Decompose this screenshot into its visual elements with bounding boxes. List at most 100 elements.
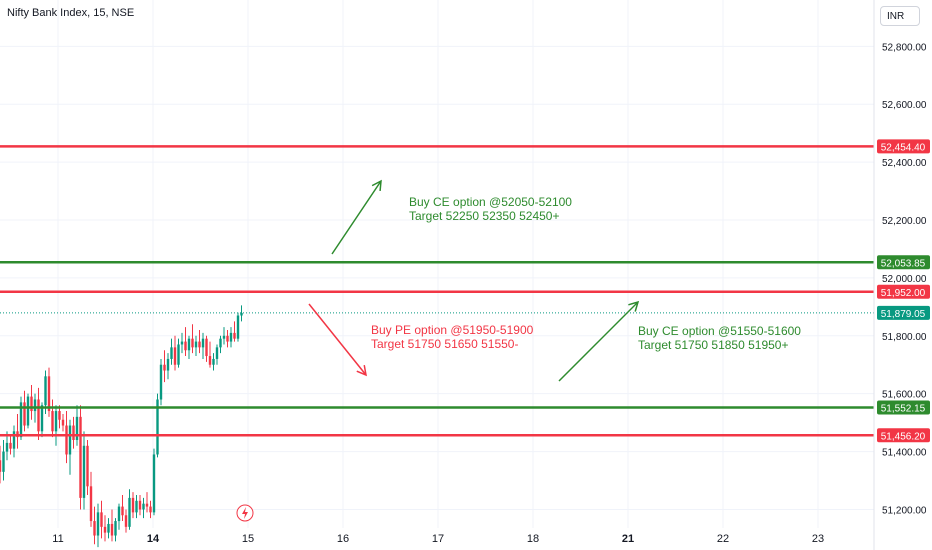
candle-body [201, 338, 205, 348]
arrow-head [371, 179, 382, 192]
y-tick-label: 51,200.00 [882, 505, 927, 516]
arrow-shaft [308, 303, 367, 376]
candle-body [226, 335, 229, 342]
candle-body [194, 341, 198, 348]
y-tick-label: 52,800.00 [882, 42, 927, 53]
level-price-tag [877, 428, 930, 443]
candle-body [30, 396, 33, 412]
candle-body [166, 358, 170, 371]
y-tick-label: 52,000.00 [882, 274, 927, 285]
candle-body [142, 503, 145, 510]
candle-body [110, 523, 114, 536]
level-price-label: 51,552.15 [881, 404, 926, 415]
level-price-tag [877, 255, 930, 270]
candle-body [229, 332, 233, 342]
candle-body [198, 341, 201, 348]
x-tick-label: 14 [147, 533, 160, 545]
candle-body [177, 344, 180, 365]
candle-body [86, 445, 89, 487]
candle-body [156, 399, 159, 455]
candle-body [208, 356, 212, 365]
candle-body [180, 341, 184, 345]
candle-body [61, 419, 65, 426]
candle-body [12, 431, 16, 449]
candle-body [233, 332, 236, 339]
y-tick-label: 52,400.00 [882, 158, 927, 169]
lightning-icon-glyph [242, 507, 248, 519]
arrow-head [356, 365, 367, 377]
candle-body [72, 425, 75, 440]
candle-body [205, 338, 208, 357]
candle-body [75, 416, 79, 440]
candle-body [222, 335, 226, 339]
x-tick-label: 18 [527, 533, 539, 545]
candle-body [47, 376, 51, 412]
candle-body [79, 416, 82, 498]
level-price-tag [877, 284, 930, 299]
annotation-text: Target 51750 51650 51550- [371, 337, 518, 351]
candle-body [135, 500, 138, 513]
candle-body [124, 515, 128, 527]
candle-body [173, 347, 177, 365]
candle-body [212, 358, 215, 365]
candle-body [236, 315, 240, 339]
candle-body [26, 396, 30, 426]
y-tick-label: 51,800.00 [882, 332, 927, 343]
y-tick-label: 52,200.00 [882, 216, 927, 227]
candle-body [117, 506, 121, 522]
x-tick-label: 21 [622, 533, 634, 545]
y-tick-label: 51,400.00 [882, 448, 927, 459]
candle-body [9, 442, 12, 449]
x-tick-label: 17 [432, 533, 444, 545]
currency-selector[interactable]: INR [880, 6, 920, 26]
annotation-text: Target 52250 52350 52450+ [409, 209, 559, 223]
candle-body [121, 506, 124, 516]
candle-body [159, 364, 163, 400]
candle-body [58, 411, 61, 420]
x-tick-label: 22 [717, 533, 729, 545]
candle-body [0, 460, 2, 472]
candle-body [103, 526, 107, 533]
grid [0, 0, 874, 528]
candle-body [152, 454, 156, 513]
candle-body [89, 486, 93, 522]
arrows [308, 179, 640, 382]
candle-body [191, 338, 194, 348]
level-price-tag [877, 139, 930, 154]
annotation-text: Buy CE option @52050-52100 [409, 195, 572, 209]
candle-body [40, 405, 44, 432]
level-price-label: 51,456.20 [881, 431, 926, 442]
y-tick-label: 52,600.00 [882, 100, 927, 111]
candle-body [23, 402, 26, 426]
level-price-tag [877, 400, 930, 415]
candle-body [149, 506, 152, 513]
candle-body [128, 497, 131, 527]
candle-body [240, 312, 243, 316]
level-price-label: 51,952.00 [881, 288, 926, 299]
candle-body [5, 442, 9, 452]
candle-body [114, 521, 117, 536]
candle-body [2, 451, 5, 472]
horizontal-levels[interactable] [0, 145, 874, 437]
candle-body [54, 411, 58, 432]
candle-body [107, 523, 110, 533]
annotation-text: Target 51750 51850 51950+ [638, 338, 788, 352]
candles [0, 305, 243, 548]
candle-body [93, 521, 96, 536]
candle-body [19, 402, 23, 438]
last-price-label: 51,879.05 [881, 309, 926, 320]
y-tick-label: 51,600.00 [882, 390, 927, 401]
candle-body [82, 445, 86, 498]
candle-body [170, 347, 173, 359]
candle-body [131, 497, 135, 513]
candle-body [44, 376, 47, 406]
candle-body [68, 425, 72, 455]
level-price-label: 52,053.85 [881, 258, 926, 269]
candle-body [100, 512, 103, 527]
candle-body [219, 338, 222, 348]
level-price-label: 52,454.40 [881, 142, 926, 153]
candle-body [187, 338, 191, 351]
x-tick-label: 16 [337, 533, 349, 545]
